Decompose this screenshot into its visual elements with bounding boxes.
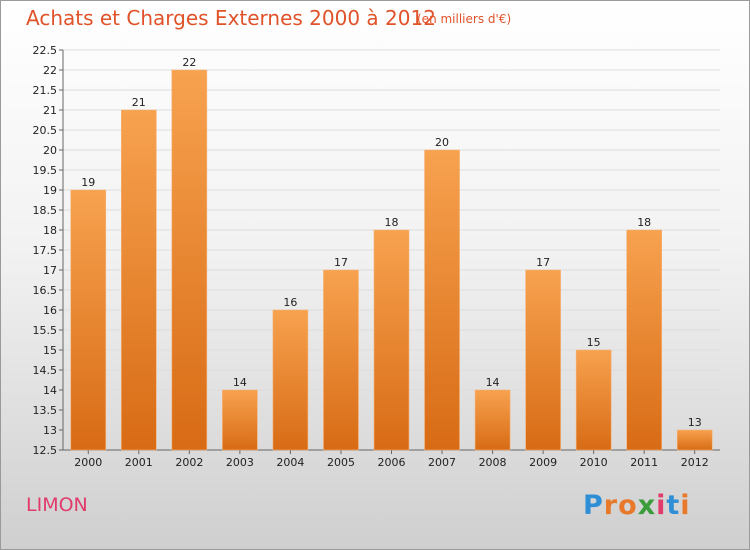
y-tick-label: 16.5 <box>33 284 58 297</box>
y-tick-labels: 12.5 13 13.5 14 14.5 15 15.5 16 16.5 17 17.5 18 18.5… <box>33 44 58 457</box>
logo-letter: x <box>637 490 657 521</box>
y-tick-label: 18 <box>43 224 57 237</box>
y-tick-label: 12.5 <box>33 444 58 457</box>
logo-letter: t <box>666 490 681 521</box>
bar-2002 <box>171 69 208 451</box>
data-label-2005: 17 <box>334 256 348 269</box>
x-tick-label-2008: 2008 <box>479 456 507 469</box>
data-label-2003: 14 <box>233 376 247 389</box>
data-label-2012: 13 <box>688 416 702 429</box>
y-tick-label: 21.5 <box>33 84 58 97</box>
bar-2009 <box>525 269 561 451</box>
data-label-2008: 14 <box>486 376 500 389</box>
y-tick-label: 14.5 <box>33 364 58 377</box>
y-tick-label: 22 <box>43 64 57 77</box>
x-tick-label-2004: 2004 <box>276 456 304 469</box>
y-tick-label: 19.5 <box>33 164 58 177</box>
logo-letter: r <box>603 490 619 521</box>
data-label-2002: 22 <box>182 56 196 69</box>
y-tick-label: 20 <box>43 144 57 157</box>
x-tick-label-2000: 2000 <box>74 456 102 469</box>
bar-2007 <box>424 149 460 451</box>
data-label-2004: 16 <box>283 296 297 309</box>
bar-2008 <box>474 389 511 451</box>
y-tick-label: 14 <box>43 384 57 397</box>
y-tick-label: 17.5 <box>33 244 58 257</box>
y-tick-label: 15 <box>43 344 57 357</box>
y-tick-label: 17 <box>43 264 57 277</box>
x-tick-label-2007: 2007 <box>428 456 456 469</box>
x-tick-label-2009: 2009 <box>529 456 557 469</box>
bar-2006 <box>373 229 410 451</box>
chart-subtitle: (en milliers d'€) <box>417 12 512 26</box>
x-tick-label-2003: 2003 <box>226 456 254 469</box>
y-tick-label: 15.5 <box>33 324 58 337</box>
x-tick-label-2005: 2005 <box>327 456 355 469</box>
bar-2005 <box>323 269 359 451</box>
data-label-2001: 21 <box>132 96 146 109</box>
y-tick-label: 22.5 <box>33 44 58 57</box>
bar-2004 <box>272 309 309 451</box>
x-tick-label-2012: 2012 <box>681 456 709 469</box>
data-label-2011: 18 <box>637 216 651 229</box>
y-tick-label: 20.5 <box>33 124 58 137</box>
logo-letter: P <box>583 490 604 521</box>
y-tick-label: 19 <box>43 184 57 197</box>
y-tick-label: 16 <box>43 304 57 317</box>
data-label-2000: 19 <box>81 176 95 189</box>
x-tick-label-2001: 2001 <box>125 456 153 469</box>
bar-2001 <box>121 109 157 451</box>
data-label-2007: 20 <box>435 136 449 149</box>
bar-2012 <box>676 429 713 451</box>
bar-2003 <box>222 389 258 451</box>
bar-2010 <box>575 349 612 451</box>
bar-2000 <box>70 189 107 451</box>
x-tick-label-2006: 2006 <box>378 456 406 469</box>
proxiti-logo: Proxiti <box>583 490 691 521</box>
y-tick-label: 13 <box>43 424 57 437</box>
data-label-2009: 17 <box>536 256 550 269</box>
data-label-2006: 18 <box>385 216 399 229</box>
chart-title: Achats et Charges Externes 2000 à 2012 <box>26 6 436 30</box>
commune-name: LIMON <box>26 494 88 516</box>
x-tick-label-2002: 2002 <box>175 456 203 469</box>
data-label-2010: 15 <box>587 336 601 349</box>
logo-letter: o <box>618 490 638 521</box>
x-tick-label-2011: 2011 <box>630 456 658 469</box>
data-labels: 19 21 22 14 16 17 18 20 14 17 15 18 13 <box>81 56 701 429</box>
logo-letter: i <box>656 490 667 521</box>
x-tick-labels: 2000 2001 2002 2003 2004 2005 2006 2007 2008 2009… <box>74 456 708 469</box>
y-tick-label: 13.5 <box>33 404 58 417</box>
y-tick-label: 18.5 <box>33 204 58 217</box>
y-tick-label: 21 <box>43 104 57 117</box>
logo-letter: i <box>680 490 691 521</box>
bars <box>70 69 713 451</box>
x-tick-label-2010: 2010 <box>580 456 608 469</box>
bar-2011 <box>626 229 662 451</box>
